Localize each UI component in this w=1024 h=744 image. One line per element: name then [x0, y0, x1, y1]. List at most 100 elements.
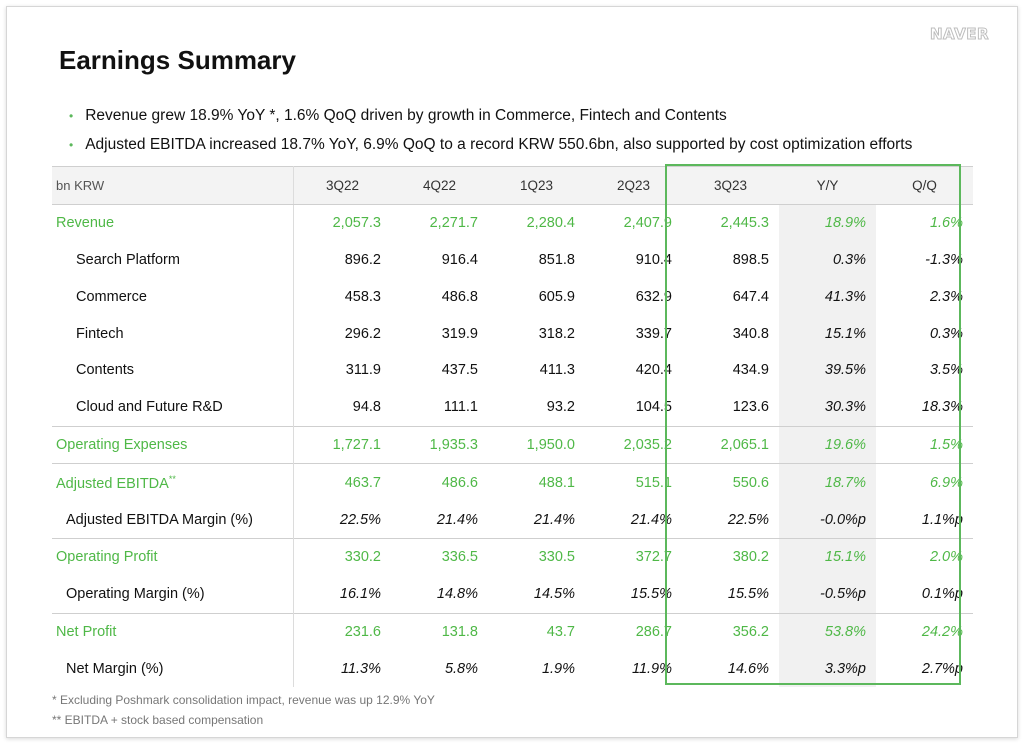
- cell: 896.2: [344, 251, 381, 268]
- cell: 22.5%: [727, 511, 769, 528]
- header-2q23: 2Q23: [585, 166, 682, 205]
- table-header: bn KRW 3Q22 4Q22 1Q23 2Q23 3Q23 Y/Y Q/Q: [52, 166, 973, 205]
- cell: 851.8: [538, 251, 575, 268]
- cell: 11.9%: [631, 660, 672, 677]
- cell: 24.2%: [876, 612, 973, 651]
- cell: 319.9: [441, 325, 478, 342]
- cell: 21.4%: [436, 511, 478, 528]
- cell: 14.5%: [533, 586, 575, 603]
- cell: 22.5%: [339, 511, 381, 528]
- cell: 380.2: [682, 537, 779, 576]
- table-row: Cloud and Future R&D 94.8 111.1 93.2 104…: [52, 388, 973, 427]
- table-row: Adjusted EBITDA Margin (%) 22.5% 21.4% 2…: [52, 501, 973, 539]
- cell: 340.8: [732, 325, 769, 342]
- row-label: Contents: [52, 351, 294, 389]
- row-label: Search Platform: [52, 241, 294, 279]
- row-label-text: Adjusted EBITDA: [56, 475, 169, 492]
- cell: 339.7: [635, 325, 672, 342]
- cell: 486.8: [441, 288, 478, 305]
- cell: 15.5%: [727, 586, 769, 603]
- cell: 2.7%p: [921, 660, 963, 677]
- table-row-ebitda: Adjusted EBITDA** 463.7 486.6 488.1 515.…: [52, 463, 973, 502]
- cell: 0.3%: [929, 325, 963, 342]
- cell: 488.1: [488, 463, 585, 502]
- cell: 3.5%: [929, 362, 963, 379]
- header-4q22: 4Q22: [391, 166, 488, 205]
- cell: 18.7%: [779, 463, 876, 502]
- bullet-dot-icon: •: [69, 108, 74, 123]
- cell: 463.7: [293, 463, 391, 502]
- cell: 14.8%: [436, 586, 478, 603]
- cell: 1.9%: [541, 660, 575, 677]
- cell: 2,035.2: [585, 425, 682, 464]
- cell: 434.9: [732, 362, 769, 379]
- bullet-item: • Adjusted EBITDA increased 18.7% YoY, 6…: [69, 130, 912, 159]
- table-row-opex: Operating Expenses 1,727.1 1,935.3 1,950…: [52, 425, 973, 464]
- cell: 123.6: [732, 399, 769, 416]
- row-label: Fintech: [52, 315, 294, 352]
- cell: 53.8%: [779, 612, 876, 651]
- bullet-text: Adjusted EBITDA increased 18.7% YoY, 6.9…: [85, 135, 913, 153]
- cell: 2,407.9: [623, 215, 672, 232]
- cell: 93.2: [546, 399, 575, 416]
- cell: 2,065.1: [682, 425, 779, 464]
- cell: 898.5: [732, 251, 769, 268]
- header-3q22: 3Q22: [293, 166, 391, 205]
- cell: 16.1%: [339, 586, 381, 603]
- cell: -0.5%p: [779, 575, 876, 614]
- cell: 910.4: [635, 251, 672, 268]
- footnote-marker: **: [168, 473, 176, 484]
- cell: 330.5: [488, 537, 585, 576]
- cell: 916.4: [441, 251, 478, 268]
- cell: -1.3%: [925, 251, 963, 268]
- cell: 231.6: [293, 612, 391, 651]
- bullet-list: • Revenue grew 18.9% YoY *, 1.6% QoQ dri…: [69, 101, 912, 159]
- cell: 3.3%p: [779, 650, 876, 688]
- cell: 41.3%: [779, 278, 876, 316]
- cell: 647.4: [732, 288, 769, 305]
- cell: 94.8: [352, 399, 381, 416]
- cell: 39.5%: [779, 351, 876, 389]
- cell: 11.3%: [340, 660, 381, 677]
- cell: 2,057.3: [332, 215, 381, 232]
- cell: 356.2: [682, 612, 779, 651]
- earnings-table: bn KRW 3Q22 4Q22 1Q23 2Q23 3Q23 Y/Y Q/Q …: [52, 166, 973, 688]
- row-label: Adjusted EBITDA Margin (%): [52, 501, 294, 539]
- cell: 311.9: [345, 362, 381, 379]
- cell: 296.2: [344, 325, 381, 342]
- cell: 2,280.4: [526, 215, 575, 232]
- row-label: Net Profit: [52, 612, 294, 651]
- footnote: ** EBITDA + stock based compensation: [52, 713, 264, 727]
- row-label: Commerce: [52, 278, 294, 316]
- cell: 14.6%: [727, 660, 769, 677]
- cell: -0.0%p: [779, 501, 876, 539]
- header-3q23: 3Q23: [682, 166, 779, 205]
- cell: 1.5%: [876, 425, 973, 464]
- cell: 632.9: [635, 288, 672, 305]
- bullet-item: • Revenue grew 18.9% YoY *, 1.6% QoQ dri…: [69, 101, 912, 130]
- cell: 605.9: [538, 288, 575, 305]
- cell: 372.7: [585, 537, 682, 576]
- cell: 104.5: [635, 399, 672, 416]
- cell: 2.3%: [929, 288, 963, 305]
- cell: 15.5%: [630, 586, 672, 603]
- cell: 15.1%: [779, 315, 876, 352]
- cell: 0.3%: [779, 241, 876, 279]
- cell: 486.6: [391, 463, 488, 502]
- cell: 318.2: [538, 325, 575, 342]
- cell: 2,271.7: [429, 215, 478, 232]
- cell: 43.7: [488, 612, 585, 651]
- naver-logo: NAVER: [929, 25, 989, 44]
- cell: 5.8%: [444, 660, 478, 677]
- cell: 336.5: [391, 537, 488, 576]
- row-label: Revenue: [52, 204, 294, 242]
- cell: 0.1%p: [921, 586, 963, 603]
- bullet-text: Revenue grew 18.9% YoY *, 1.6% QoQ drive…: [85, 106, 727, 124]
- cell: 1.1%p: [921, 511, 963, 528]
- row-label: Cloud and Future R&D: [52, 388, 294, 427]
- table-row-revenue: Revenue 2,057.3 2,271.7 2,280.4 2,407.9 …: [52, 204, 973, 242]
- table-row: Search Platform 896.2 916.4 851.8 910.4 …: [52, 241, 973, 279]
- header-1q23: 1Q23: [488, 166, 585, 205]
- header-yoy: Y/Y: [779, 166, 876, 205]
- table-row-net-profit: Net Profit 231.6 131.8 43.7 286.7 356.2 …: [52, 612, 973, 651]
